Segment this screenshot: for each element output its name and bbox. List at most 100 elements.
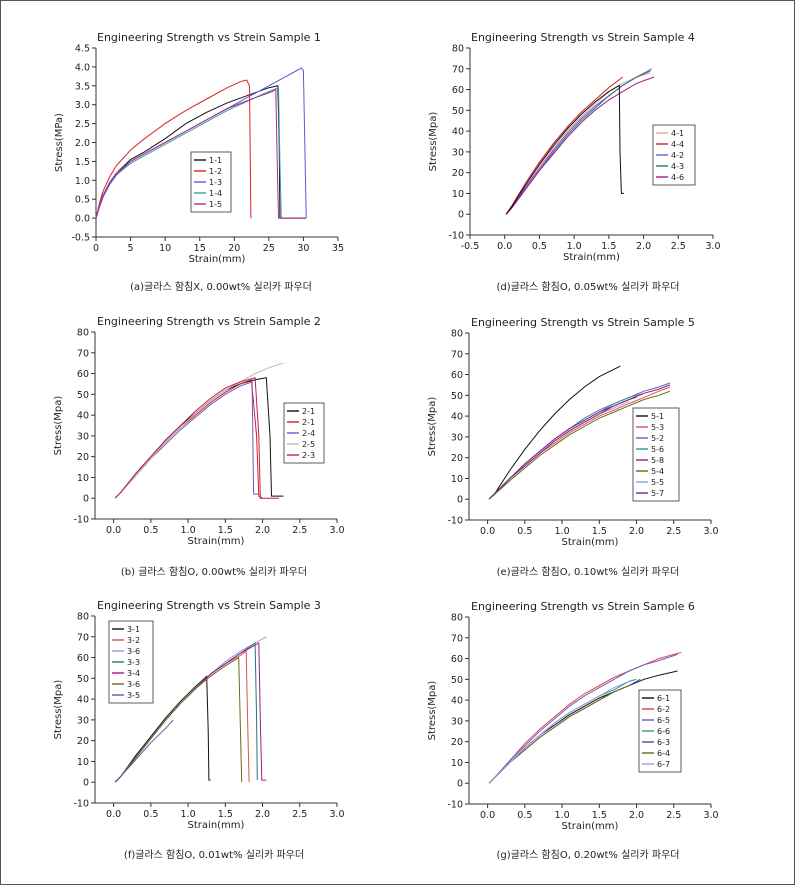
chart-title: Engineering Strength vs Strein Sample 4 — [471, 31, 695, 44]
y-tick-label: 20 — [452, 168, 464, 179]
legend-entry: 4-3 — [671, 162, 684, 171]
x-tick-label: 3.0 — [329, 525, 344, 536]
x-axis-label: Strain(mm) — [189, 254, 246, 265]
chart-title: Engineering Strength vs Strein Sample 5 — [471, 316, 695, 329]
x-tick-label: 2.0 — [255, 525, 270, 536]
y-tick-label: 60 — [77, 369, 89, 380]
x-tick-label: 0 — [93, 243, 99, 254]
x-tick-label: 1.5 — [592, 526, 607, 537]
legend-entry: 1-1 — [209, 156, 222, 165]
x-tick-label: 3.0 — [703, 526, 718, 537]
x-tick-label: 3.0 — [329, 809, 344, 820]
y-tick-label: 80 — [77, 328, 89, 339]
y-tick-label: -10 — [73, 515, 89, 526]
legend-entry: 2-1 — [302, 407, 315, 416]
panel-caption: (e)글라스 함침O, 0.10wt% 실리카 파우더 — [497, 566, 680, 578]
legend-entry: 1-3 — [209, 178, 222, 187]
legend-entry: 5-1 — [651, 412, 664, 421]
chart-title: Engineering Strength vs Strein Sample 2 — [97, 315, 321, 328]
legend-entry: 5-4 — [651, 467, 664, 476]
y-tick-label: 50 — [451, 675, 463, 686]
chart-panel-4: Engineering Strength vs Strein Sample 5 -… — [427, 316, 719, 578]
series-line-2-1 — [114, 379, 263, 499]
chart-panel-6: Engineering Strength vs Strein Sample 6 -… — [427, 600, 719, 861]
series-line-4-4 — [505, 76, 624, 215]
x-tick-label: 35 — [332, 243, 344, 254]
x-tick-label: 0.0 — [106, 525, 121, 536]
legend-entry: 5-5 — [651, 478, 664, 487]
x-tick-label: 2.0 — [636, 241, 651, 252]
y-tick-label: 10 — [77, 757, 89, 768]
series-line-4-1 — [505, 72, 651, 215]
x-tick-label: 25 — [263, 243, 275, 254]
y-tick-label: 2.5 — [75, 119, 90, 130]
legend-entry: 6-2 — [657, 705, 670, 714]
series-line-2-5 — [114, 362, 284, 499]
y-tick-label: 0 — [457, 779, 463, 790]
chart-title: Engineering Strength vs Strein Sample 6 — [471, 600, 695, 613]
y-tick-label: 50 — [452, 106, 464, 117]
y-tick-label: 0.0 — [75, 214, 90, 225]
legend-entry: 4-6 — [671, 173, 684, 182]
series-line-6-7 — [488, 680, 630, 784]
panel-caption: (a)글라스 함침X, 0.00wt% 실리카 파우더 — [130, 281, 312, 293]
x-tick-label: 2.0 — [629, 526, 644, 537]
legend-entry: 4-1 — [671, 129, 684, 138]
x-tick-label: 1.5 — [601, 241, 616, 252]
y-tick-label: 50 — [77, 390, 89, 401]
legend-entry: 6-3 — [657, 738, 670, 747]
legend-entry: 6-7 — [657, 760, 670, 769]
legend-entry: 6-1 — [657, 694, 670, 703]
legend: 3-1 3-2 3-6 3-3 3-4 3-6 3-5 — [108, 620, 154, 704]
x-tick-label: 1.0 — [555, 526, 570, 537]
y-tick-label: 3.0 — [75, 100, 90, 111]
x-tick-label: 20 — [228, 243, 240, 254]
legend-entry: 6-6 — [657, 727, 670, 736]
x-tick-label: 0.5 — [517, 526, 532, 537]
series-line-4-6 — [505, 76, 655, 215]
x-axis-label: Strain(mm) — [188, 536, 245, 547]
legend-entry: 4-2 — [671, 151, 684, 160]
x-tick-label: 2.5 — [666, 810, 681, 821]
y-axis-label: Stress(MPa) — [54, 113, 65, 172]
legend-entry: 6-4 — [657, 749, 670, 758]
y-tick-label: 60 — [77, 653, 89, 664]
y-tick-label: 80 — [451, 329, 463, 340]
y-axis-label: Stress(Mpa) — [427, 397, 438, 457]
series-line-1-5 — [95, 88, 306, 219]
chart-title: Engineering Strength vs Strein Sample 1 — [97, 31, 321, 44]
legend-entry: 3-4 — [127, 669, 140, 678]
x-tick-label: 2.5 — [666, 526, 681, 537]
x-tick-label: -0.5 — [461, 241, 480, 252]
legend-entry: 5-7 — [651, 489, 664, 498]
x-tick-label: 0.5 — [532, 241, 547, 252]
y-tick-label: 40 — [452, 127, 464, 138]
x-tick-label: 1.0 — [181, 809, 196, 820]
x-tick-label: 0.0 — [480, 526, 495, 537]
x-tick-label: 0.5 — [517, 810, 532, 821]
legend-entry: 3-2 — [127, 636, 140, 645]
legend: 2-1 2-1 2-4 2-5 2-3 — [283, 402, 325, 464]
legend-entry: 5-3 — [651, 423, 664, 432]
y-tick-label: 10 — [451, 474, 463, 485]
y-tick-label: 40 — [451, 412, 463, 423]
legend-entry: 6-5 — [657, 716, 670, 725]
x-tick-label: 0.0 — [497, 241, 512, 252]
y-tick-label: -10 — [447, 516, 463, 527]
y-tick-label: 80 — [452, 44, 464, 55]
x-tick-label: 5 — [128, 243, 134, 254]
legend-entry: 1-5 — [209, 200, 222, 209]
y-tick-label: 50 — [77, 674, 89, 685]
y-tick-label: 60 — [452, 85, 464, 96]
y-tick-label: 30 — [77, 431, 89, 442]
legend-entry: 5-8 — [651, 456, 664, 465]
series-line-1-2 — [95, 79, 252, 219]
legend: 1-1 1-2 1-3 1-4 1-5 — [190, 151, 232, 213]
y-axis-label: Stress(Mpa) — [428, 112, 439, 172]
y-tick-label: 60 — [451, 370, 463, 381]
legend-box — [632, 407, 680, 502]
legend-entry: 3-5 — [127, 691, 140, 700]
legend-entry: 3-6 — [127, 647, 140, 656]
y-tick-label: -10 — [447, 800, 463, 811]
x-tick-label: 1.0 — [181, 525, 196, 536]
